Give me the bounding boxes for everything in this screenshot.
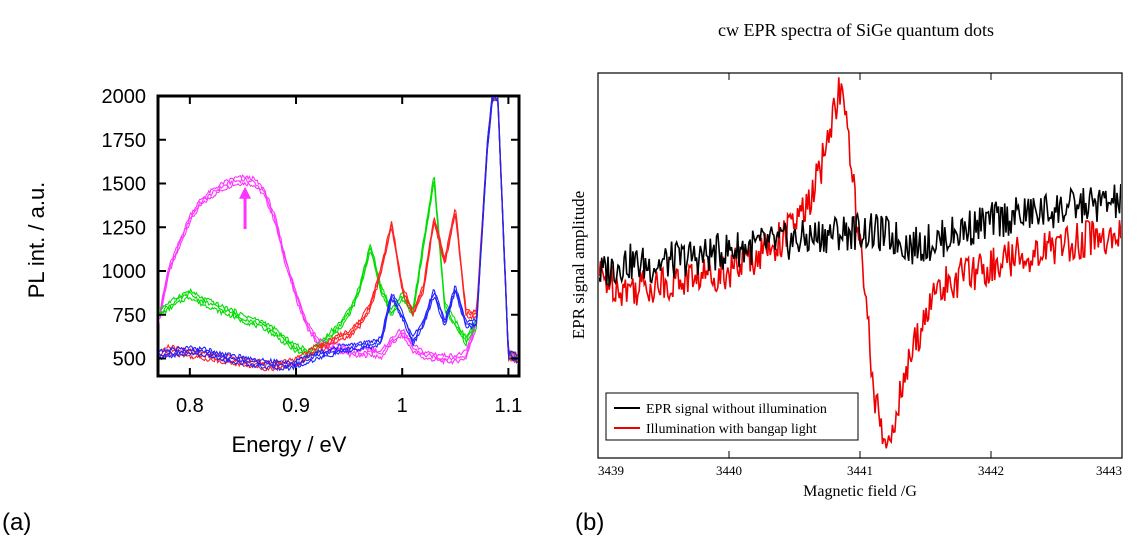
- legend-label-bangap-light: Illumination with bangap light: [646, 422, 817, 437]
- panel-label-a: (a): [2, 509, 31, 536]
- panel-a-x-tick-label: 1.1: [494, 395, 522, 417]
- legend-label-no-illumination: EPR signal without illumination: [646, 402, 827, 417]
- panel-a-y-tick-label: 1250: [102, 217, 147, 239]
- panel-b-x-tick-label: 3439: [598, 463, 624, 478]
- panel-b-x-tick-label: 3443: [1096, 463, 1122, 478]
- panel-a-series-1-trace-2: [159, 97, 518, 357]
- panel-b-x-tick-label: 3441: [847, 463, 873, 478]
- arrow-head: [239, 186, 252, 199]
- panel-a-series-group: [159, 97, 518, 372]
- panel-a-y-tick-label: 500: [113, 349, 146, 371]
- panel-a-series-1-trace-1: [159, 97, 518, 361]
- panel-a-series-0-trace-0: [159, 97, 518, 366]
- panel-a-arrow-annotation: [239, 186, 252, 229]
- panel-b-title: cw EPR spectra of SiGe quantum dots: [718, 20, 994, 40]
- panel-label-b: (b): [575, 509, 604, 536]
- panel-a-series-0-trace-1: [159, 97, 518, 362]
- panel-b-x-axis-label: Magnetic field /G: [803, 483, 917, 500]
- panel-a-series-3-trace-1: [159, 97, 518, 368]
- panel-a-y-axis-label: PL int. / a.u.: [24, 182, 49, 299]
- panel-a-y-tick-label: 1750: [102, 130, 147, 152]
- panel-a-x-tick-label: 0.9: [282, 395, 310, 417]
- panel-a-series-3-trace-0: [159, 97, 518, 372]
- panel-a-x-axis-label: Energy / eV: [232, 432, 347, 457]
- panel-a-series-0-trace-2: [159, 97, 518, 359]
- legend-box: [605, 392, 859, 441]
- panel-a-y-tick-label: 1000: [102, 261, 147, 283]
- panel-a-x-tick-labels: 0.8 0.9 1 1.1: [176, 96, 522, 417]
- panel-a-y-tick-label: 1500: [102, 174, 147, 196]
- panel-b-series-group: [599, 77, 1121, 449]
- panel-a-y-tick-labels: 500 750 1000 1250 1500 1750 2000: [102, 86, 519, 371]
- panel-a-plot-frame: [156, 94, 521, 378]
- panel-b-chart: cw EPR spectra of SiGe quantum dots 3439…: [569, 20, 1123, 500]
- panel-b-legend: EPR signal without illumination Illumina…: [605, 392, 859, 441]
- panel-a-y-tick-label: 750: [113, 305, 146, 327]
- panel-a-series-3-trace-2: [159, 97, 518, 365]
- panel-b-y-axis-label: EPR signal amplitude: [569, 191, 588, 339]
- panel-b-x-tick-labels: 3439 3440 3441 3442 3443: [597, 73, 1123, 478]
- panel-b-x-tick-label: 3442: [978, 463, 1004, 478]
- panel-a-chart: 500 750 1000 1250 1500 1750 2000 0.8 0.9 1 1.1 En…: [24, 86, 522, 457]
- panel-a-y-tick-label: 2000: [102, 86, 147, 108]
- panel-b-x-tick-label: 3440: [716, 463, 742, 478]
- panel-b-series-0-line: [599, 184, 1121, 287]
- panel-a-x-tick-label: 1: [397, 395, 408, 417]
- panel-a-x-tick-label: 0.8: [176, 395, 204, 417]
